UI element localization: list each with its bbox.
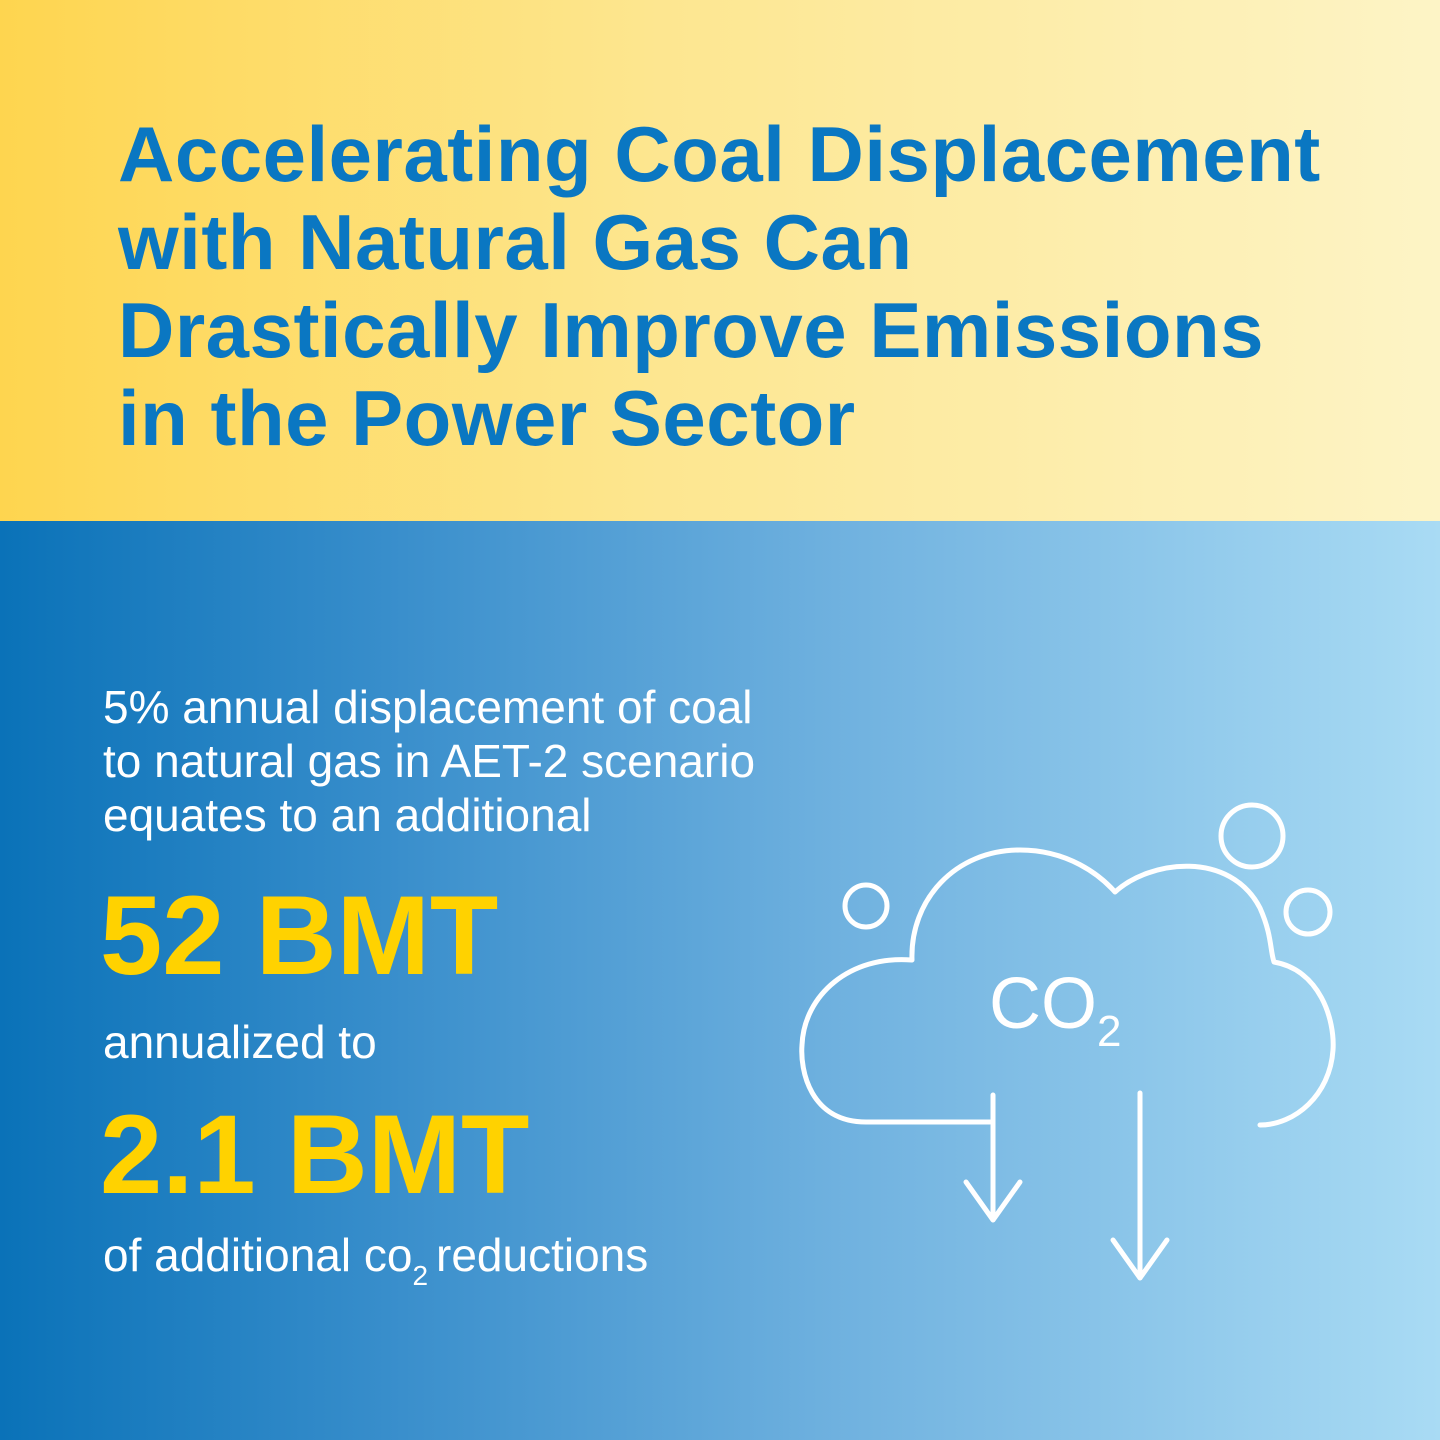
- header-panel: Accelerating Coal Displacement with Natu…: [0, 0, 1440, 521]
- bubble-small-right: [1283, 887, 1333, 937]
- arrow-down-right: [1110, 1090, 1170, 1281]
- intro-line-3: equates to an additional: [103, 789, 592, 841]
- co2-cloud-icon: CO2: [790, 790, 1350, 1290]
- cloud-outline: [799, 847, 1336, 1128]
- page-title: Accelerating Coal Displacement with Natu…: [118, 110, 1378, 462]
- co2-label-sub: 2: [1097, 1007, 1121, 1056]
- arrow-down-left: [963, 1092, 1023, 1223]
- co2-label: CO2: [989, 964, 1121, 1056]
- bubble-small-left: [842, 882, 890, 930]
- footer-suffix: reductions: [436, 1229, 649, 1281]
- footer-subscript: 2: [412, 1260, 429, 1291]
- content-panel: [0, 521, 1440, 1440]
- title-line-1: Accelerating Coal Displacement: [118, 110, 1321, 198]
- stat-value-annual: 2.1 BMT: [100, 1092, 530, 1217]
- co2-label-main: CO: [989, 964, 1097, 1044]
- footer-prefix: of additional co: [103, 1229, 413, 1281]
- connector-text: annualized to: [103, 1016, 377, 1068]
- intro-line-2: to natural gas in AET-2 scenario: [103, 735, 756, 787]
- bubble-large-top: [1218, 802, 1286, 870]
- title-line-4: in the Power Sector: [118, 374, 856, 462]
- title-line-3: Drastically Improve Emissions: [118, 286, 1264, 374]
- stat-value-total: 52 BMT: [100, 873, 499, 998]
- title-line-2: with Natural Gas Can: [118, 198, 913, 286]
- footer-text: of additional co2 reductions: [103, 1228, 649, 1290]
- intro-line-1: 5% annual displacement of coal: [103, 681, 753, 733]
- intro-text: 5% annual displacement of coal to natura…: [103, 680, 755, 842]
